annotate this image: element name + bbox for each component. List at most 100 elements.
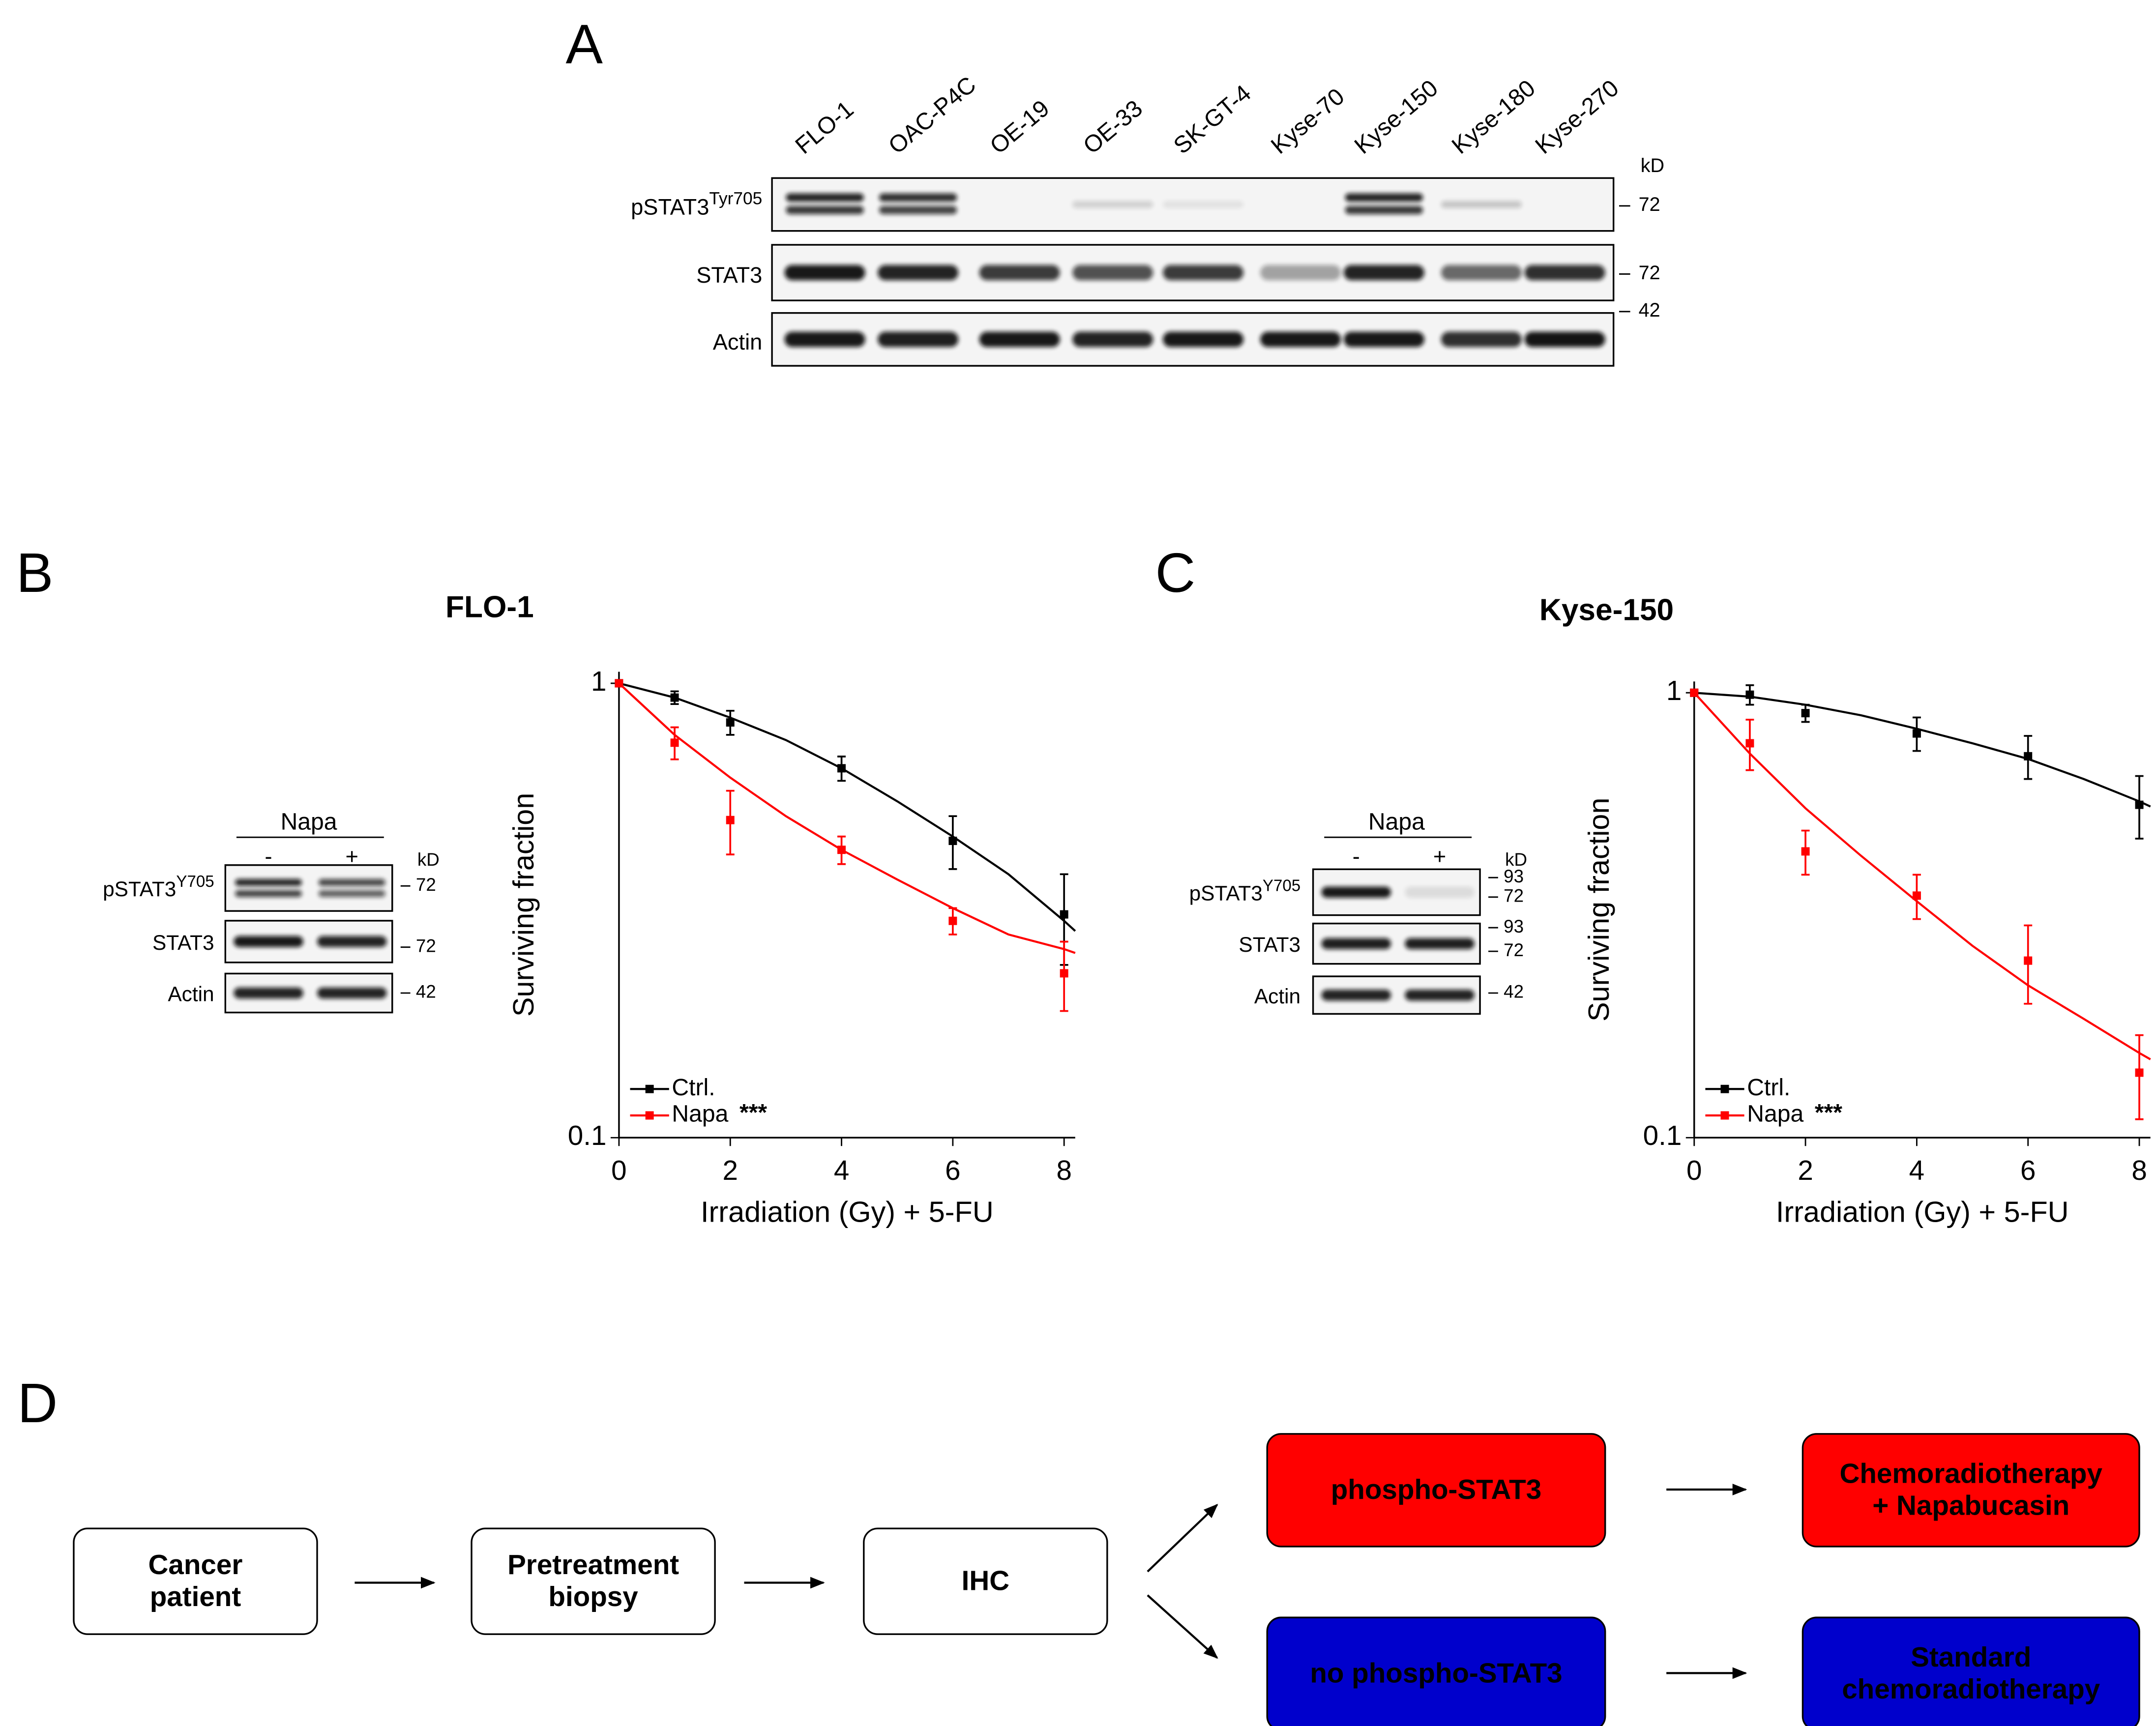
- y-axis-label: Surviving fraction: [507, 793, 540, 1017]
- panel-label: D: [18, 1372, 58, 1434]
- row-label: pSTAT3Y705: [103, 873, 214, 901]
- row-name: pSTAT3: [631, 194, 709, 219]
- lane-label: -: [265, 844, 272, 869]
- band: [235, 879, 302, 886]
- data-point: [2135, 800, 2144, 809]
- band: [979, 265, 1060, 281]
- panel-title: Kyse-150: [1539, 593, 1674, 627]
- x-tick-label: 4: [1909, 1155, 1924, 1186]
- marker-label: 42: [1639, 299, 1660, 321]
- x-tick-label: 0: [1686, 1155, 1702, 1186]
- data-point: [837, 764, 846, 773]
- band: [1343, 331, 1424, 347]
- flow-text: chemoradiotherapy: [1842, 1673, 2100, 1704]
- y-tick-label: 0.1: [1643, 1120, 1682, 1151]
- flow-text: biopsy: [548, 1581, 638, 1612]
- x-tick-label: 2: [723, 1155, 738, 1186]
- lane-label: +: [1433, 844, 1446, 869]
- row-label: STAT3: [152, 931, 214, 954]
- flow-box: [1266, 1616, 1606, 1726]
- band: [1321, 938, 1391, 949]
- marker-label: 72: [1639, 262, 1660, 284]
- flow-text: Standard: [1911, 1641, 2031, 1672]
- marker-label: 93: [1504, 866, 1524, 886]
- band: [234, 987, 303, 999]
- band: [786, 205, 864, 214]
- flow-arrow: [1147, 1594, 1218, 1659]
- band: [979, 331, 1060, 347]
- data-point: [1060, 969, 1068, 978]
- marker-label: 42: [416, 982, 436, 1002]
- fit-line: [618, 682, 1076, 954]
- fit-line: [1694, 692, 2151, 808]
- legend-label: Napa: [1747, 1101, 1803, 1127]
- row-superscript: Y705: [176, 873, 214, 891]
- band: [1072, 265, 1153, 281]
- row-label: STAT3: [1239, 933, 1300, 956]
- unit-label: kD: [417, 849, 440, 870]
- row-label: pSTAT3Tyr705: [631, 189, 762, 220]
- x-axis-label: Irradiation (Gy) + 5-FU: [701, 1196, 994, 1229]
- marker-label: 72: [1504, 940, 1524, 960]
- error-bar: [2135, 1034, 2144, 1120]
- flow-text: + Napabucasin: [1872, 1490, 2069, 1521]
- data-point: [726, 816, 735, 824]
- y-tick-label: 0.1: [568, 1120, 607, 1151]
- x-tick-label: 6: [2020, 1155, 2036, 1186]
- flow-box: [1266, 1433, 1606, 1548]
- band: [878, 331, 959, 347]
- flow-box: [471, 1527, 716, 1635]
- flow-text: Pretreatment: [507, 1549, 679, 1580]
- marker-label: 72: [1504, 886, 1524, 906]
- row-name: pSTAT3: [103, 878, 176, 901]
- band: [1072, 331, 1153, 347]
- flow-text: IHC: [962, 1565, 1009, 1596]
- panel-title: FLO-1: [445, 590, 534, 624]
- row-name: pSTAT3: [1189, 882, 1263, 905]
- band: [1343, 265, 1424, 281]
- band: [1524, 331, 1605, 347]
- legend-marker: [645, 1111, 654, 1120]
- panel-label: B: [16, 542, 53, 604]
- x-axis-label: Irradiation (Gy) + 5-FU: [1776, 1196, 2069, 1229]
- flow-text: Cancer: [148, 1549, 243, 1580]
- band: [317, 987, 387, 999]
- band: [1524, 265, 1605, 281]
- y-tick-label: 1: [591, 666, 606, 697]
- band: [879, 205, 957, 214]
- flow-text: phospho-STAT3: [1331, 1474, 1541, 1505]
- band: [1260, 331, 1341, 347]
- legend-label: Napa: [672, 1101, 728, 1127]
- data-point: [1060, 910, 1068, 919]
- band: [1345, 193, 1423, 202]
- fit-line: [1693, 692, 2151, 1060]
- band: [1163, 201, 1244, 208]
- row-name: STAT3: [1239, 933, 1300, 956]
- band: [1321, 886, 1391, 898]
- data-point: [670, 693, 679, 702]
- legend-marker: [1720, 1111, 1729, 1120]
- flow-box: [73, 1527, 318, 1635]
- significance: ***: [739, 1099, 767, 1126]
- band: [1441, 331, 1522, 347]
- data-point: [1690, 688, 1699, 697]
- row-label: pSTAT3Y705: [1189, 877, 1301, 905]
- row-name: Actin: [1254, 985, 1300, 1008]
- data-point: [615, 679, 623, 688]
- x-tick-label: 4: [834, 1155, 849, 1186]
- fit-line: [619, 682, 1076, 932]
- band: [878, 265, 959, 281]
- band: [784, 265, 865, 281]
- panel-label: C: [1155, 542, 1196, 604]
- marker-label: 72: [416, 875, 436, 895]
- band: [1163, 265, 1244, 281]
- marker-label: 72: [416, 936, 436, 956]
- band: [784, 331, 865, 347]
- legend-label: Ctrl.: [672, 1074, 715, 1101]
- flow-text: patient: [150, 1581, 241, 1612]
- data-point: [1745, 690, 1754, 699]
- y-axis-label: Surviving fraction: [1582, 798, 1615, 1022]
- flow-box: [1802, 1433, 2140, 1548]
